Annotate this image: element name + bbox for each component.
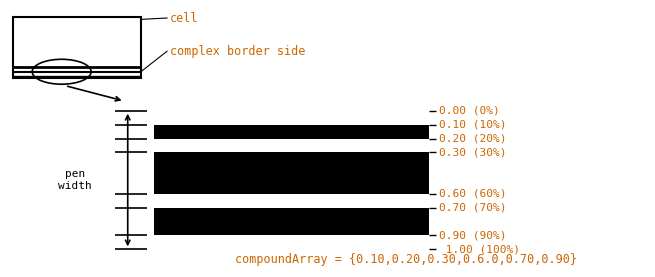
Bar [154,152,429,194]
Bar [154,125,429,138]
Bar [13,17,141,78]
Bar [154,208,429,235]
Text: 0.10 (10%): 0.10 (10%) [439,120,506,130]
Text: 0.90 (90%): 0.90 (90%) [439,230,506,240]
Text: 0.60 (60%): 0.60 (60%) [439,189,506,199]
Text: compoundArray = {0.10,0.20,0.30,0.6.0,0.70,0.90}: compoundArray = {0.10,0.20,0.30,0.6.0,0.… [235,253,577,266]
Text: 0.30 (30%): 0.30 (30%) [439,147,506,157]
Text: pen
width: pen width [58,169,92,191]
Text: 0.70 (70%): 0.70 (70%) [439,203,506,213]
Text: cell: cell [170,12,199,24]
Text: 0.20 (20%): 0.20 (20%) [439,134,506,143]
Text: 1.00 (100%): 1.00 (100%) [439,244,520,254]
Text: complex border side: complex border side [170,45,306,58]
Text: 0.00 (0%): 0.00 (0%) [439,106,500,116]
